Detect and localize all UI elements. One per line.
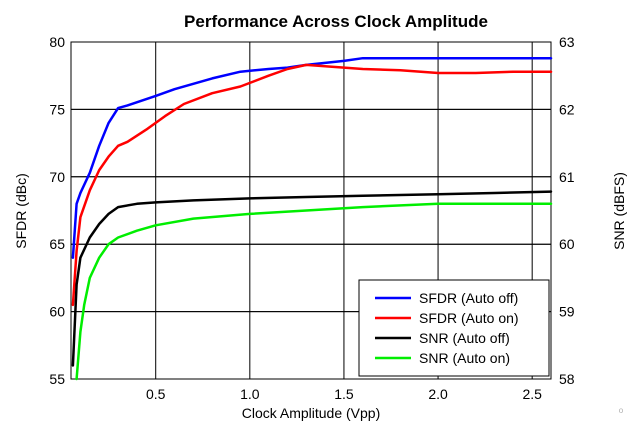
y-left-tick-label: 55 xyxy=(49,371,65,387)
corner-mark: o xyxy=(619,406,624,415)
plot-frame xyxy=(70,41,552,380)
y-right-tick-label: 59 xyxy=(559,304,575,320)
y-right-tick-label: 63 xyxy=(559,34,575,50)
x-tick-label: 0.5 xyxy=(146,386,166,402)
legend-box xyxy=(358,279,550,377)
x-tick-label: 1.0 xyxy=(240,386,260,402)
y-left-tick-label: 75 xyxy=(49,101,65,117)
x-tick-label: 2.5 xyxy=(522,386,542,402)
legend-label: SFDR (Auto on) xyxy=(419,310,519,326)
legend-label: SFDR (Auto off) xyxy=(419,290,518,306)
chart-title: Performance Across Clock Amplitude xyxy=(184,12,488,31)
series-line-3 xyxy=(71,190,553,367)
y-axis-right-label: SNR (dBFS) xyxy=(611,172,627,250)
y-right-tick-label: 61 xyxy=(559,169,575,185)
y-left-tick-label: 80 xyxy=(49,34,65,50)
legend-label: SNR (Auto on) xyxy=(419,350,510,366)
x-tick-label: 1.5 xyxy=(334,386,354,402)
y-axis-left-label: SFDR (dBc) xyxy=(13,173,29,248)
series-line-4 xyxy=(75,202,553,381)
series-line-1 xyxy=(71,56,553,259)
y-right-tick-label: 58 xyxy=(559,371,575,387)
y-left-tick-label: 60 xyxy=(49,304,65,320)
plot-area xyxy=(71,56,553,381)
y-right-tick-label: 60 xyxy=(559,236,575,252)
legend: SFDR (Auto off) SFDR (Auto on) SNR (Auto o… xyxy=(358,279,550,377)
legend-label: SNR (Auto off) xyxy=(419,330,510,346)
y-left-tick-label: 65 xyxy=(49,236,65,252)
series-line-2 xyxy=(71,63,553,307)
x-axis-label: Clock Amplitude (Vpp) xyxy=(242,405,381,421)
tick-labels: 0.5 1.0 1.5 2.0 2.5 55 60 65 70 75 80 58 59 60 61 62 63 xyxy=(49,34,574,402)
x-tick-label: 2.0 xyxy=(428,386,448,402)
y-left-tick-label: 70 xyxy=(49,169,65,185)
y-right-tick-label: 62 xyxy=(559,101,575,117)
